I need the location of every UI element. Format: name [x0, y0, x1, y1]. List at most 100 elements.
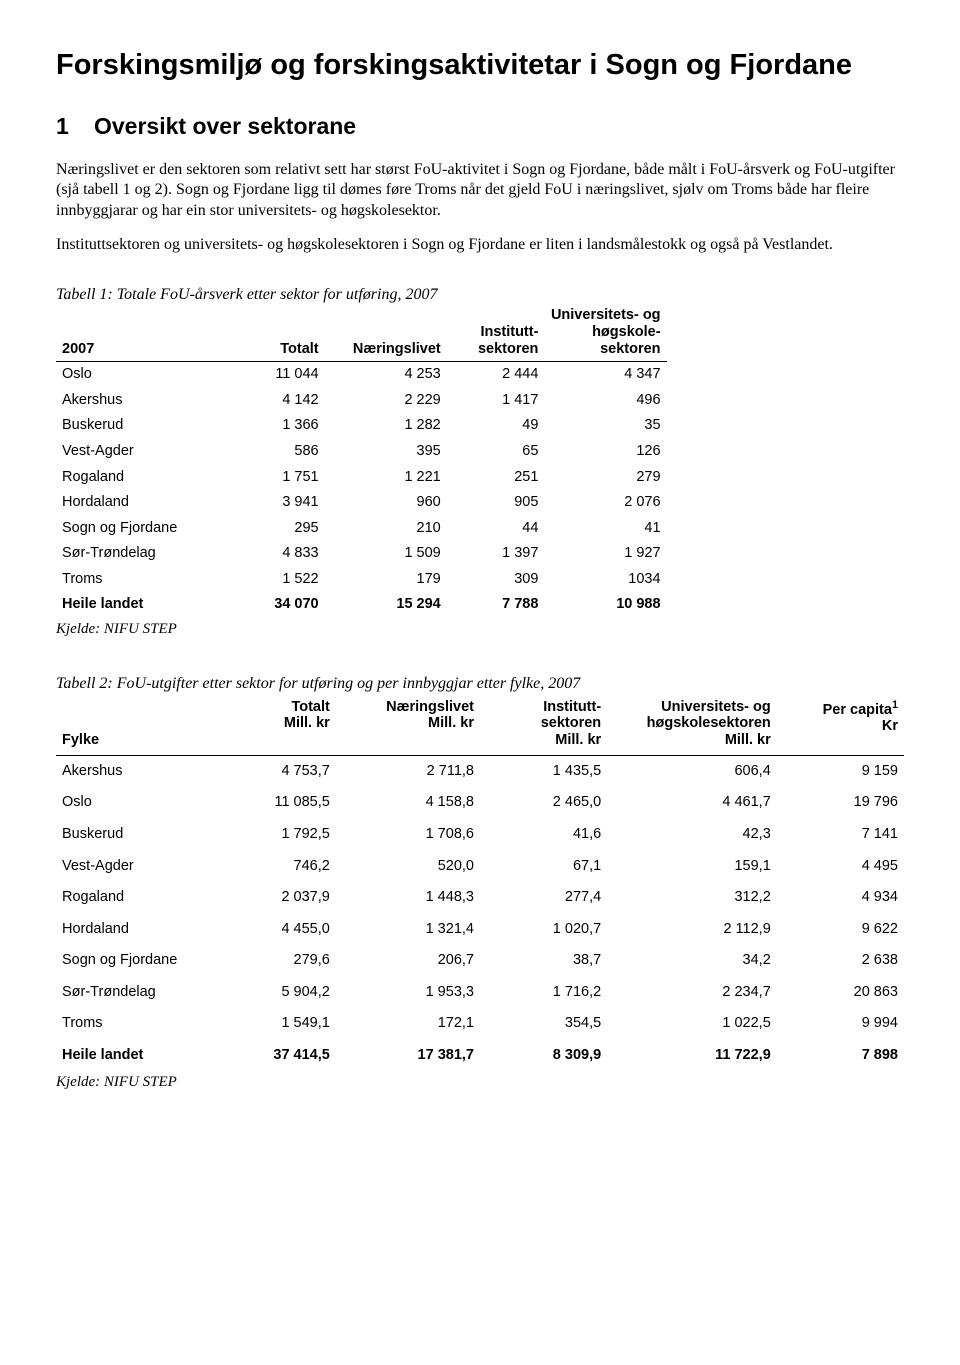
- table-cell: 1 953,3: [336, 977, 480, 1009]
- table-cell: 210: [325, 516, 447, 542]
- t2-header-institute: Institutt-sektorenMill. kr: [480, 697, 607, 756]
- table-row: Vest-Agder746,2520,067,1159,14 495: [56, 851, 904, 883]
- table-cell: 10 988: [544, 592, 666, 618]
- table-cell: 3 941: [239, 490, 324, 516]
- table-1: 2007 Totalt Næringslivet Institutt-sekto…: [56, 307, 667, 618]
- table-cell: 4 455,0: [217, 914, 336, 946]
- table-cell: 312,2: [607, 882, 777, 914]
- table-cell: 126: [544, 439, 666, 465]
- table-cell: 159,1: [607, 851, 777, 883]
- table-cell: 520,0: [336, 851, 480, 883]
- table-cell: 2 465,0: [480, 787, 607, 819]
- table-cell: 49: [447, 413, 545, 439]
- table-cell: 4 158,8: [336, 787, 480, 819]
- table-cell: Oslo: [56, 787, 217, 819]
- table-row: Sogn og Fjordane2952104441: [56, 516, 667, 542]
- table-cell: 905: [447, 490, 545, 516]
- table-cell: 277,4: [480, 882, 607, 914]
- table-cell: 67,1: [480, 851, 607, 883]
- table-cell: 1 448,3: [336, 882, 480, 914]
- table-cell: Hordaland: [56, 490, 239, 516]
- table-cell: 1 708,6: [336, 819, 480, 851]
- table-2-source: Kjelde: NIFU STEP: [56, 1072, 904, 1092]
- table-row: Troms1 5221793091034: [56, 567, 667, 593]
- table-cell: 9 994: [777, 1008, 904, 1040]
- table-cell: 1 022,5: [607, 1008, 777, 1040]
- t1-header-university: Universitets- oghøgskole-sektoren: [544, 307, 666, 362]
- table-cell: Heile landet: [56, 592, 239, 618]
- table-cell: 746,2: [217, 851, 336, 883]
- table-cell: 2 444: [447, 362, 545, 388]
- table-cell: 279: [544, 465, 666, 491]
- table-cell: 1 282: [325, 413, 447, 439]
- table-cell: 206,7: [336, 945, 480, 977]
- section-heading-text: Oversikt over sektorane: [94, 113, 356, 139]
- table-row: Hordaland3 9419609052 076: [56, 490, 667, 516]
- t2-header-total: TotaltMill. kr: [217, 697, 336, 756]
- table-cell: 1 549,1: [217, 1008, 336, 1040]
- table-cell: 1 792,5: [217, 819, 336, 851]
- table-cell: 11 044: [239, 362, 324, 388]
- table-row: Rogaland2 037,91 448,3277,4312,24 934: [56, 882, 904, 914]
- t2-header-percapita: Per capita1Kr: [777, 697, 904, 756]
- table-row: Sør-Trøndelag4 8331 5091 3971 927: [56, 541, 667, 567]
- table-cell: 37 414,5: [217, 1040, 336, 1072]
- table-cell: Hordaland: [56, 914, 217, 946]
- table-cell: 4 347: [544, 362, 666, 388]
- section-number: 1: [56, 111, 94, 142]
- table-cell: Akershus: [56, 388, 239, 414]
- table-cell: 42,3: [607, 819, 777, 851]
- table-cell: 172,1: [336, 1008, 480, 1040]
- table-cell: 5 904,2: [217, 977, 336, 1009]
- table-cell: 20 863: [777, 977, 904, 1009]
- section-1-heading: 1Oversikt over sektorane: [56, 111, 904, 142]
- table-cell: Troms: [56, 567, 239, 593]
- table-1-caption: Tabell 1: Totale FoU-årsverk etter sekto…: [56, 284, 904, 306]
- table-cell: Sør-Trøndelag: [56, 541, 239, 567]
- table-cell: 1 716,2: [480, 977, 607, 1009]
- table-cell: 251: [447, 465, 545, 491]
- table-cell: 38,7: [480, 945, 607, 977]
- t1-header-institute: Institutt-sektoren: [447, 307, 545, 362]
- table-cell: 1 509: [325, 541, 447, 567]
- table-cell: 11 085,5: [217, 787, 336, 819]
- table-cell: 586: [239, 439, 324, 465]
- table-cell: Akershus: [56, 755, 217, 787]
- table-row: Oslo11 085,54 158,82 465,04 461,719 796: [56, 787, 904, 819]
- table-cell: 4 142: [239, 388, 324, 414]
- table-cell: 2 638: [777, 945, 904, 977]
- table-cell: 2 112,9: [607, 914, 777, 946]
- table-cell: Rogaland: [56, 465, 239, 491]
- table-row: Oslo11 0444 2532 4444 347: [56, 362, 667, 388]
- table-cell: 17 381,7: [336, 1040, 480, 1072]
- table-cell: 279,6: [217, 945, 336, 977]
- table-cell: 9 159: [777, 755, 904, 787]
- t1-header-industry: Næringslivet: [325, 307, 447, 362]
- table-cell: 1 522: [239, 567, 324, 593]
- table-row: Buskerud1 3661 2824935: [56, 413, 667, 439]
- table-cell: 295: [239, 516, 324, 542]
- table-cell: 7 898: [777, 1040, 904, 1072]
- table-cell: 1 397: [447, 541, 545, 567]
- table-1-source: Kjelde: NIFU STEP: [56, 619, 904, 639]
- table-row: Troms1 549,1172,1354,51 022,59 994: [56, 1008, 904, 1040]
- t2-header-industry: NæringslivetMill. kr: [336, 697, 480, 756]
- table-cell: 65: [447, 439, 545, 465]
- table-cell: 8 309,9: [480, 1040, 607, 1072]
- table-row: Hordaland4 455,01 321,41 020,72 112,99 6…: [56, 914, 904, 946]
- t1-header-total: Totalt: [239, 307, 324, 362]
- table-cell: Vest-Agder: [56, 439, 239, 465]
- table-cell: Sogn og Fjordane: [56, 516, 239, 542]
- table-row: Akershus4 1422 2291 417496: [56, 388, 667, 414]
- table-cell: 4 461,7: [607, 787, 777, 819]
- page-title: Forskingsmiljø og forskingsaktivitetar i…: [56, 48, 904, 83]
- table-cell: Vest-Agder: [56, 851, 217, 883]
- table-cell: 19 796: [777, 787, 904, 819]
- table-cell: 354,5: [480, 1008, 607, 1040]
- table-cell: 11 722,9: [607, 1040, 777, 1072]
- table-cell: 2 711,8: [336, 755, 480, 787]
- table-cell: 44: [447, 516, 545, 542]
- table-cell: Rogaland: [56, 882, 217, 914]
- table-row: Sør-Trøndelag5 904,21 953,31 716,22 234,…: [56, 977, 904, 1009]
- table-cell: 1034: [544, 567, 666, 593]
